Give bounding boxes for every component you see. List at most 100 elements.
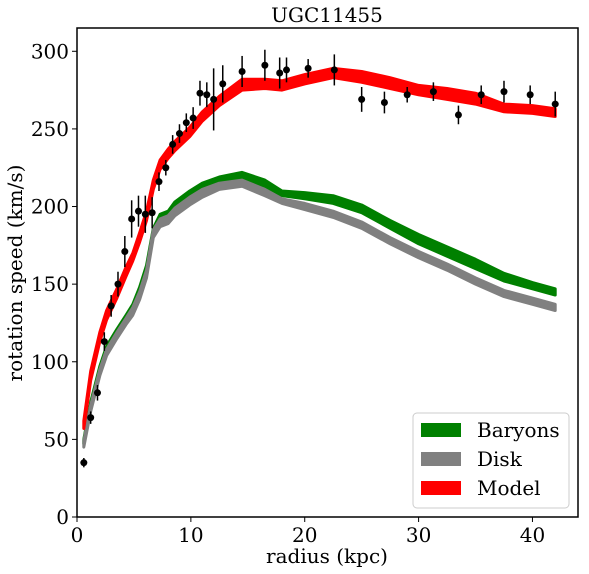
data-marker xyxy=(429,88,437,96)
y-tick-label: 300 xyxy=(31,39,69,63)
data-point xyxy=(238,55,246,87)
x-axis-label: radius (kpc) xyxy=(266,544,388,568)
x-tick-label: 0 xyxy=(71,523,84,547)
data-point xyxy=(203,82,211,108)
band-model xyxy=(82,66,557,430)
data-point xyxy=(403,86,411,103)
data-marker xyxy=(403,91,411,99)
data-marker xyxy=(261,61,269,69)
data-marker xyxy=(162,164,170,172)
data-marker xyxy=(304,64,312,72)
data-point xyxy=(121,236,129,268)
data-point xyxy=(128,200,136,238)
data-point xyxy=(283,57,291,83)
data-point xyxy=(80,458,88,468)
data-marker xyxy=(128,215,136,223)
data-point xyxy=(155,172,163,191)
data-marker xyxy=(330,66,338,74)
data-marker xyxy=(196,89,204,97)
data-point xyxy=(304,59,312,78)
x-tick-label: 30 xyxy=(406,523,431,547)
series-bands xyxy=(82,66,557,449)
data-point xyxy=(210,68,218,131)
data-marker xyxy=(107,302,115,310)
y-tick-label: 250 xyxy=(31,117,69,141)
data-point xyxy=(182,113,190,133)
data-point xyxy=(93,385,101,401)
data-point xyxy=(526,85,534,105)
data-marker xyxy=(80,459,88,467)
data-point xyxy=(141,195,149,233)
x-tick-label: 40 xyxy=(520,523,545,547)
data-marker xyxy=(169,140,177,148)
data-point xyxy=(380,91,388,114)
data-point xyxy=(500,80,508,103)
y-tick-label: 200 xyxy=(31,195,69,219)
legend-label-baryons: Baryons xyxy=(477,418,560,442)
legend: Baryons Disk Model xyxy=(412,412,570,509)
plot-frame xyxy=(76,27,579,518)
data-marker xyxy=(134,207,142,215)
legend-swatch-model xyxy=(421,481,461,495)
data-point xyxy=(454,105,462,125)
y-tick-label: 150 xyxy=(31,272,69,296)
y-tick-label: 50 xyxy=(44,427,69,451)
chart-title: UGC11455 xyxy=(271,3,383,27)
data-point xyxy=(189,107,197,129)
data-marker xyxy=(87,414,95,422)
data-marker xyxy=(283,66,291,74)
data-marker xyxy=(526,91,534,99)
data-point xyxy=(358,86,366,112)
data-point xyxy=(551,91,559,117)
x-tick-label: 20 xyxy=(292,523,317,547)
data-marker xyxy=(477,91,485,99)
data-point xyxy=(134,195,142,227)
y-tick-label: 0 xyxy=(56,505,69,529)
data-points xyxy=(80,49,559,468)
data-point xyxy=(196,80,204,106)
data-point xyxy=(219,65,227,103)
data-point xyxy=(175,124,183,143)
legend-label-disk: Disk xyxy=(477,447,523,471)
data-marker xyxy=(114,280,122,288)
data-marker xyxy=(276,69,284,77)
data-point xyxy=(87,411,95,424)
data-marker xyxy=(189,114,197,122)
data-point xyxy=(261,49,269,81)
data-marker xyxy=(155,178,163,186)
data-marker xyxy=(93,389,101,397)
legend-swatch-disk xyxy=(421,452,461,466)
data-point xyxy=(477,85,485,105)
data-marker xyxy=(210,95,218,103)
data-marker xyxy=(203,91,211,99)
data-point xyxy=(114,271,122,297)
x-tick-label: 10 xyxy=(178,523,203,547)
data-marker xyxy=(148,209,156,217)
legend-label-model: Model xyxy=(477,476,541,500)
data-marker xyxy=(358,95,366,103)
data-marker xyxy=(551,100,559,108)
y-axis-label: rotation speed (km/s) xyxy=(3,165,27,382)
data-point xyxy=(148,197,156,229)
data-marker xyxy=(100,338,108,346)
data-marker xyxy=(121,248,129,256)
data-point xyxy=(276,57,284,89)
data-marker xyxy=(219,80,227,88)
data-point xyxy=(100,332,108,351)
data-point xyxy=(107,295,115,317)
data-marker xyxy=(500,88,508,96)
data-marker xyxy=(380,99,388,107)
data-point xyxy=(169,135,177,154)
data-marker xyxy=(454,111,462,119)
data-marker xyxy=(141,210,149,218)
data-marker xyxy=(182,119,190,127)
data-point xyxy=(330,54,338,86)
y-tick-label: 100 xyxy=(31,350,69,374)
axes: 0 10 20 30 40 0 50 100 150 200 250 300 xyxy=(31,27,579,547)
legend-swatch-baryons xyxy=(421,423,461,437)
data-point xyxy=(429,82,437,101)
data-marker xyxy=(238,67,246,75)
band-disk xyxy=(82,178,557,449)
data-point xyxy=(162,159,170,176)
